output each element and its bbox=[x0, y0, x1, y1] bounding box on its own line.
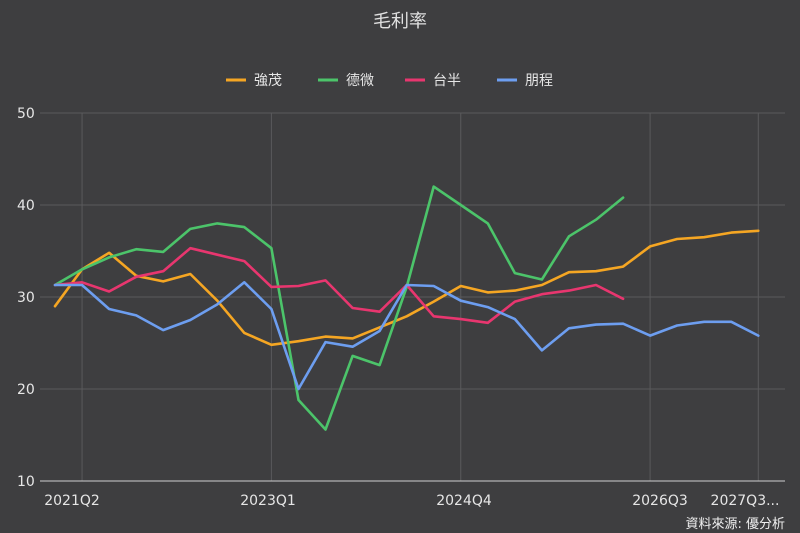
legend: 強茂 德微 台半 朋程 bbox=[226, 72, 553, 89]
series-line-3 bbox=[53, 281, 760, 391]
y-tick-label: 50 bbox=[17, 106, 35, 122]
legend-label-0: 強茂 bbox=[254, 72, 282, 89]
legend-label-3: 朋程 bbox=[525, 73, 553, 89]
x-tick-label: 2026Q3 bbox=[632, 493, 688, 509]
gridlines bbox=[40, 112, 785, 481]
chart-title: 毛利率 bbox=[373, 11, 427, 32]
source-note: 資料來源: 優分析 bbox=[685, 517, 785, 532]
y-tick-label: 40 bbox=[17, 198, 35, 214]
axes: 10 20 30 40 50 2021Q2 2023Q1 2024Q4 2026Q3 2027Q3… bbox=[17, 106, 785, 509]
y-tick-label: 20 bbox=[17, 382, 35, 398]
x-tick-label: 2021Q2 bbox=[44, 493, 100, 509]
legend-label-2: 台半 bbox=[433, 73, 461, 89]
y-tick-label: 10 bbox=[17, 474, 35, 490]
series-line-2 bbox=[53, 246, 625, 325]
x-tick-label: 2027Q3... bbox=[711, 493, 780, 509]
series-lines bbox=[53, 185, 760, 431]
series-line-1 bbox=[53, 185, 625, 431]
legend-label-1: 德微 bbox=[346, 73, 374, 89]
series-line-0 bbox=[53, 229, 760, 347]
x-tick-label: 2023Q1 bbox=[240, 493, 296, 509]
x-tick-label: 2024Q4 bbox=[436, 493, 492, 509]
y-tick-label: 30 bbox=[17, 290, 35, 306]
